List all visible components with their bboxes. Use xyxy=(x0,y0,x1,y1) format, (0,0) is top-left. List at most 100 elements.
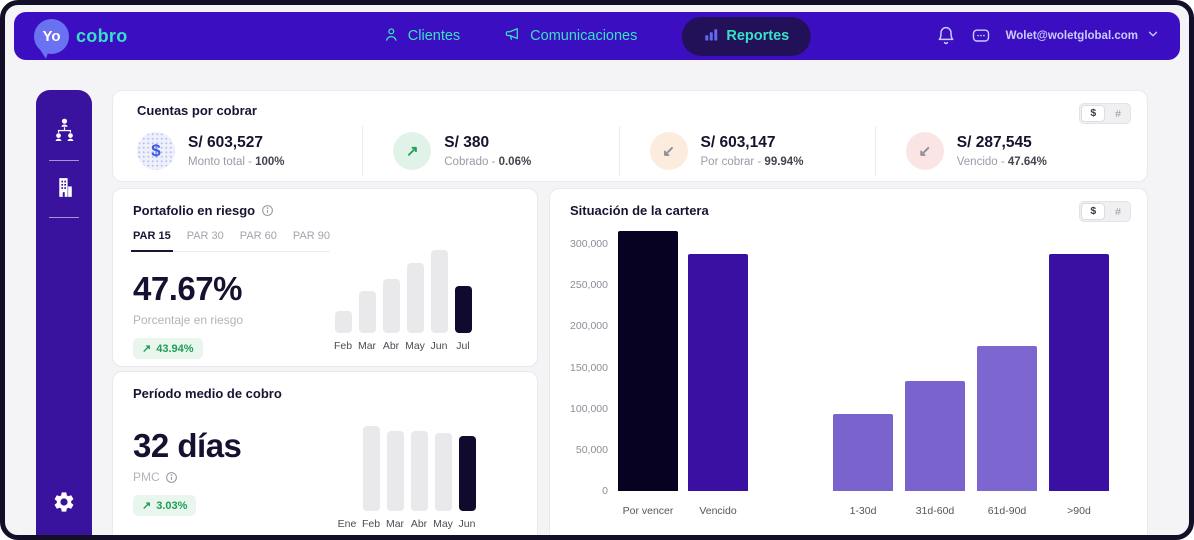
kpi-row: $ S/ 603,527 Monto total - 100% ↗ S/ 380… xyxy=(137,126,1131,176)
kpi-label: Vencido - 47.64% xyxy=(957,156,1047,168)
bar-1-30d xyxy=(833,414,893,491)
y-axis-tick: 50,000 xyxy=(575,443,608,456)
mini-chart-column-ene: Ene xyxy=(335,511,359,530)
dollar-icon: $ xyxy=(137,132,175,170)
top-navbar: Yo cobro Clientes xyxy=(14,12,1180,60)
tab-par-30[interactable]: PAR 30 xyxy=(186,230,224,242)
periodo-subtitle: PMC xyxy=(133,470,517,484)
bar-61d-90d xyxy=(977,346,1037,491)
card-title-text: Portafolio en riesgo xyxy=(133,203,256,218)
tab-par-90[interactable]: PAR 90 xyxy=(292,230,330,242)
mini-chart-column-may: May xyxy=(403,263,427,352)
chat-icon[interactable] xyxy=(971,26,991,46)
kpi-label: Cobrado - 0.06% xyxy=(444,156,531,168)
kpi-value: S/ 603,527 xyxy=(188,134,263,152)
card-title: Cuentas por cobrar xyxy=(137,103,257,118)
main-navigation: Clientes Comunicaciones xyxy=(383,12,812,60)
mini-bar xyxy=(410,431,428,511)
navbar-right-group: Wolet@woletglobal.com xyxy=(936,26,1160,46)
periodo-medio-de-cobro-card: Período medio de cobro 32 días PMC ↗ 3.0… xyxy=(112,371,538,535)
kpi-percent: 100% xyxy=(255,155,285,168)
portafolio-en-riesgo-card: Portafolio en riesgo PAR 15 PAR 30 PAR 6… xyxy=(112,188,538,367)
mini-chart-x-label: Jul xyxy=(456,340,470,352)
trend-value: 3.03% xyxy=(156,499,188,512)
mini-chart-column-jun: Jun xyxy=(455,436,479,530)
sidebar-item-settings[interactable] xyxy=(52,490,76,519)
gear-icon xyxy=(52,490,76,519)
cartera-plot: 0 50,000 100,000 150,000 200,000 250,000 300,0… xyxy=(550,189,1147,535)
bar-31d-60d xyxy=(905,381,965,491)
x-axis-label: Por vencer xyxy=(622,505,674,517)
user-email: Wolet@woletglobal.com xyxy=(1005,30,1138,42)
info-icon[interactable] xyxy=(165,471,178,484)
mini-chart-x-label: Feb xyxy=(361,518,381,530)
x-axis-label: 1-30d xyxy=(849,505,877,517)
currency-count-toggle[interactable]: $ # xyxy=(1079,201,1131,222)
mini-chart-x-label: Jun xyxy=(458,518,476,530)
info-icon[interactable] xyxy=(261,204,274,217)
bar-por-vencer xyxy=(618,231,678,491)
tab-par-15[interactable]: PAR 15 xyxy=(131,230,173,252)
kpi-value: S/ 380 xyxy=(444,134,490,152)
count-toggle-option[interactable]: # xyxy=(1115,205,1121,218)
currency-toggle-option[interactable]: $ xyxy=(1081,203,1106,220)
kpi-label: Por cobrar - 99.94% xyxy=(701,156,804,168)
building-icon xyxy=(52,175,77,205)
arrow-up-right-icon: ↗ xyxy=(393,132,432,170)
card-title: Período medio de cobro xyxy=(133,386,282,401)
portafolio-value: 47.67% xyxy=(133,270,242,307)
kpi-por-cobrar: ↙ S/ 603,147 Por cobrar - 99.94% xyxy=(618,126,875,176)
x-axis-label: Vencido xyxy=(699,505,737,517)
y-axis-tick: 150,000 xyxy=(570,361,608,374)
kpi-label: Monto total - 100% xyxy=(188,156,285,168)
kpi-value: S/ 287,545 xyxy=(956,134,1032,152)
mini-chart-x-label: Abr xyxy=(382,340,400,352)
tab-par-60[interactable]: PAR 60 xyxy=(239,230,277,242)
trend-value: 43.94% xyxy=(156,342,194,355)
x-axis-label: 61d-90d xyxy=(987,505,1027,517)
mini-bar xyxy=(406,263,424,333)
mini-chart-x-label: Abr xyxy=(410,518,428,530)
par-tabs: PAR 15 PAR 30 PAR 60 PAR 90 xyxy=(131,230,330,252)
kpi-value: S/ 603,147 xyxy=(700,134,776,152)
y-axis-tick: 100,000 xyxy=(570,402,608,415)
bar-vencido xyxy=(688,254,748,491)
card-title: Portafolio en riesgo xyxy=(133,203,517,218)
kpi-label-text: Vencido - xyxy=(956,155,1008,168)
sidebar-item-company[interactable] xyxy=(52,175,77,205)
kpi-cobrado: ↗ S/ 380 Cobrado - 0.06% xyxy=(362,126,618,176)
nav-item-comunicaciones[interactable]: Comunicaciones xyxy=(504,25,637,47)
mini-chart-column-feb: Feb xyxy=(359,426,383,530)
nav-item-label: Reportes xyxy=(726,28,790,44)
user-account-menu[interactable]: Wolet@woletglobal.com xyxy=(1006,27,1160,46)
kpi-percent: 0.06% xyxy=(498,155,532,168)
mini-bar xyxy=(458,436,476,511)
y-axis-tick: 200,000 xyxy=(570,320,608,333)
sidebar-item-clients-hierarchy[interactable] xyxy=(51,116,78,148)
sidebar-divider xyxy=(49,160,79,161)
mini-chart-column-abr: Abr xyxy=(379,279,403,352)
mini-chart-x-label: Feb xyxy=(333,340,353,352)
logo-yo: Yo xyxy=(42,27,61,45)
kpi-label-text: Monto total - xyxy=(188,155,256,168)
mini-chart-x-label: Mar xyxy=(385,518,405,530)
currency-count-toggle[interactable]: $ # xyxy=(1079,103,1131,124)
portafolio-mini-chart: Feb Mar Abr May Jun Jul xyxy=(331,250,475,352)
nav-item-label: Clientes xyxy=(407,28,461,44)
logo-bubble-icon: Yo xyxy=(34,18,69,54)
x-axis-label: 31d-60d xyxy=(915,505,955,517)
portafolio-subtitle: Porcentaje en riesgo xyxy=(133,313,244,327)
currency-toggle-option[interactable]: $ xyxy=(1081,105,1106,122)
count-toggle-option[interactable]: # xyxy=(1115,107,1121,120)
mini-bar xyxy=(434,433,452,511)
nav-item-reportes-active[interactable]: Reportes xyxy=(681,16,812,56)
nav-item-clientes[interactable]: Clientes xyxy=(383,26,460,47)
person-icon xyxy=(383,26,400,47)
periodo-value: 32 días xyxy=(133,427,242,464)
mini-chart-column-jun: Jun xyxy=(427,250,451,352)
kpi-percent: 99.94% xyxy=(764,155,804,168)
notifications-bell-icon[interactable] xyxy=(936,26,956,46)
kpi-label-text: Cobrado - xyxy=(444,155,499,168)
brand-logo[interactable]: Yo cobro xyxy=(34,18,128,54)
